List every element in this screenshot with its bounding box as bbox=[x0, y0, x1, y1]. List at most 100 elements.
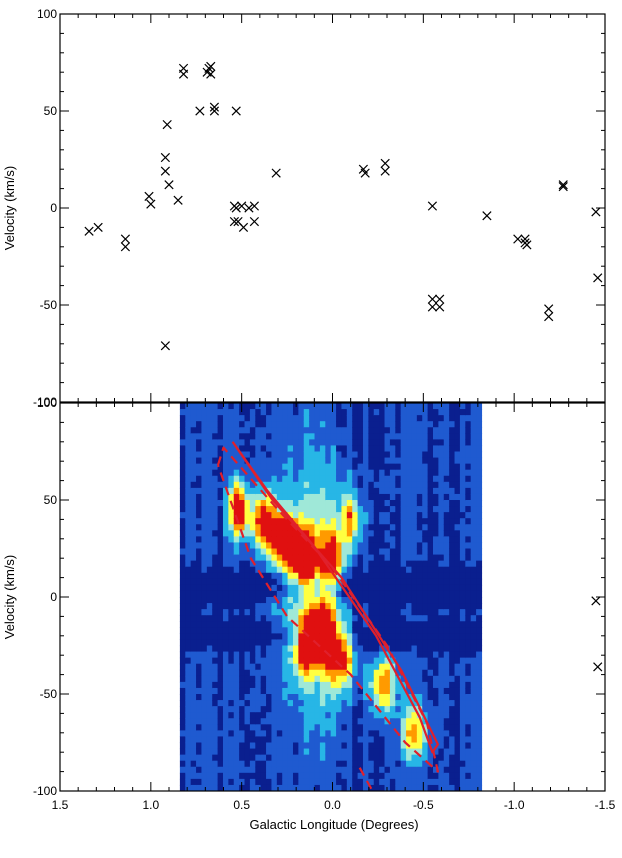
heatmap-cell bbox=[368, 736, 375, 744]
heatmap-cell bbox=[255, 748, 262, 756]
heatmap-cell bbox=[384, 493, 391, 501]
heatmap-cell bbox=[303, 530, 310, 537]
heatmap-cell bbox=[255, 439, 262, 447]
heatmap-cell bbox=[276, 760, 283, 768]
heatmap-cell bbox=[325, 760, 332, 768]
heatmap-cell bbox=[406, 597, 413, 604]
heatmap-cell bbox=[470, 500, 477, 507]
heatmap-cell bbox=[346, 530, 353, 537]
heatmap-cell bbox=[190, 427, 197, 434]
heatmap-cell bbox=[384, 639, 391, 647]
heatmap-cell bbox=[379, 566, 386, 574]
heatmap-cell bbox=[179, 475, 186, 483]
heatmap-cell bbox=[314, 487, 321, 495]
heatmap-cell bbox=[228, 469, 235, 477]
heatmap-cell bbox=[459, 475, 466, 483]
heatmap-cell bbox=[406, 578, 413, 586]
heatmap-cell bbox=[266, 445, 273, 453]
heatmap-cell bbox=[459, 687, 466, 695]
heatmap-cell bbox=[244, 524, 251, 531]
heatmap-cell bbox=[244, 530, 251, 537]
heatmap-cell bbox=[196, 457, 203, 465]
heatmap-cell bbox=[271, 597, 278, 604]
heatmap-cell bbox=[433, 542, 439, 550]
heatmap-cell bbox=[384, 554, 391, 562]
heatmap-cell bbox=[449, 645, 456, 653]
heatmap-cell bbox=[287, 694, 294, 701]
heatmap-cell bbox=[470, 433, 477, 440]
heatmap-cell bbox=[239, 742, 246, 750]
heatmap-cell bbox=[465, 475, 472, 483]
heatmap-cell bbox=[228, 772, 235, 780]
heatmap-cell bbox=[476, 536, 483, 544]
heatmap-cell bbox=[309, 609, 316, 616]
heatmap-cell bbox=[379, 627, 386, 634]
heatmap-cell bbox=[373, 578, 380, 586]
scatter-point bbox=[237, 201, 247, 211]
heatmap-cell bbox=[416, 421, 423, 428]
heatmap-cell bbox=[341, 627, 348, 634]
heatmap-cell bbox=[416, 439, 423, 447]
heatmap-cell bbox=[179, 481, 186, 489]
heatmap-cell bbox=[422, 681, 429, 689]
heatmap-cell bbox=[282, 572, 289, 580]
heatmap-cell bbox=[454, 784, 461, 791]
heatmap-cell bbox=[206, 748, 213, 756]
heatmap-cell bbox=[233, 754, 240, 762]
heatmap-cell bbox=[260, 433, 267, 440]
heatmap-cell bbox=[298, 712, 305, 719]
heatmap-cell bbox=[244, 766, 251, 774]
heatmap-cell bbox=[212, 627, 219, 634]
heatmap-cell bbox=[476, 675, 483, 683]
heatmap-cell bbox=[201, 742, 208, 750]
heatmap-cell bbox=[260, 687, 267, 695]
heatmap-cell bbox=[433, 421, 439, 428]
heatmap-cell bbox=[438, 663, 445, 671]
heatmap-cell bbox=[292, 609, 299, 616]
heatmap-cell bbox=[282, 493, 289, 501]
heatmap-cell bbox=[406, 724, 413, 731]
heatmap-cell bbox=[459, 712, 466, 719]
heatmap-cell bbox=[255, 772, 262, 780]
heatmap-cell bbox=[454, 639, 461, 647]
heatmap-cell bbox=[303, 621, 310, 628]
heatmap-cell bbox=[185, 712, 192, 719]
heatmap-cell bbox=[282, 506, 289, 513]
heatmap-cell bbox=[292, 481, 299, 489]
heatmap-cell bbox=[190, 730, 197, 738]
scatter-point bbox=[231, 203, 241, 213]
heatmap-cell bbox=[433, 433, 439, 440]
heatmap-cell bbox=[287, 621, 294, 628]
heatmap-cell bbox=[373, 542, 380, 550]
heatmap-cell bbox=[287, 784, 294, 791]
heatmap-cell bbox=[438, 748, 445, 756]
heatmap-cell bbox=[433, 590, 439, 598]
heatmap-cell bbox=[400, 512, 407, 519]
heatmap-cell bbox=[362, 748, 369, 756]
heatmap-cell bbox=[427, 457, 434, 465]
heatmap-cell bbox=[454, 651, 461, 659]
heatmap-cell bbox=[395, 500, 402, 507]
heatmap-cell bbox=[314, 772, 321, 780]
heatmap-cell bbox=[282, 548, 289, 556]
scatter-point bbox=[435, 294, 445, 304]
heatmap-cell bbox=[443, 627, 450, 634]
heatmap-cell bbox=[228, 754, 235, 762]
scatter-point bbox=[120, 242, 131, 252]
heatmap-cell bbox=[379, 742, 386, 750]
heatmap-cell bbox=[325, 694, 332, 701]
heatmap-cell bbox=[196, 639, 203, 647]
heatmap-cell bbox=[357, 730, 364, 738]
heatmap-cell bbox=[233, 748, 240, 756]
heatmap-cell bbox=[255, 712, 262, 719]
heatmap-cell bbox=[292, 415, 299, 422]
heatmap-cell bbox=[368, 439, 375, 447]
heatmap-cell bbox=[287, 633, 294, 641]
heatmap-cell bbox=[373, 736, 380, 744]
heatmap-cell bbox=[244, 512, 251, 519]
heatmap-cell bbox=[249, 669, 256, 677]
heatmap-cell bbox=[319, 427, 326, 434]
heatmap-cell bbox=[459, 578, 466, 586]
heatmap-cell bbox=[185, 663, 192, 671]
heatmap-cell bbox=[260, 627, 267, 634]
